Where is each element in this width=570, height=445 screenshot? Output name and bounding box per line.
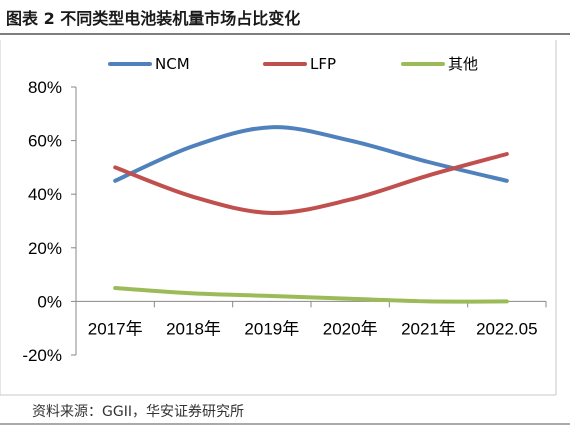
y-tick-label: 0% xyxy=(37,292,62,311)
series-layer xyxy=(113,125,509,304)
series-line xyxy=(113,125,509,183)
x-tick-label: 2019年 xyxy=(244,319,299,338)
series-1 xyxy=(113,152,509,216)
y-axis: 80% 60% 40% 20% 0% -20% xyxy=(22,78,77,365)
figure-source: 资料来源：GGII，华安证券研究所 xyxy=(32,404,244,420)
x-tick-label: 2020年 xyxy=(323,319,378,338)
legend-label: NCM xyxy=(155,55,190,73)
x-tick-label: 2022.05 xyxy=(476,319,537,338)
plot-frame xyxy=(0,40,557,396)
y-tick-label: 40% xyxy=(28,185,62,204)
y-tick-label: 60% xyxy=(28,132,62,151)
y-tick-label: 20% xyxy=(28,239,62,258)
y-tick-label: 80% xyxy=(28,78,62,97)
x-tick-label: 2018年 xyxy=(166,319,221,338)
x-tick-label: 2021年 xyxy=(401,319,456,338)
y-tick-label: -20% xyxy=(22,346,62,365)
legend-label: 其他 xyxy=(448,55,478,73)
legend: NCM LFP 其他 xyxy=(108,55,478,73)
series-0 xyxy=(113,125,509,183)
legend-label: LFP xyxy=(310,55,336,73)
legend-entry: 其他 xyxy=(401,55,478,73)
legend-entry: NCM xyxy=(108,55,190,73)
x-axis: 2017年 2018年 2019年 2020年 2021年 2022.05 xyxy=(75,300,547,338)
series-line xyxy=(113,152,509,216)
series-2 xyxy=(113,286,509,304)
figure-title: 图表 2 不同类型电池装机量市场占比变化 xyxy=(6,9,300,28)
legend-entry: LFP xyxy=(263,55,336,73)
series-line xyxy=(113,286,509,304)
x-tick-label: 2017年 xyxy=(88,319,143,338)
